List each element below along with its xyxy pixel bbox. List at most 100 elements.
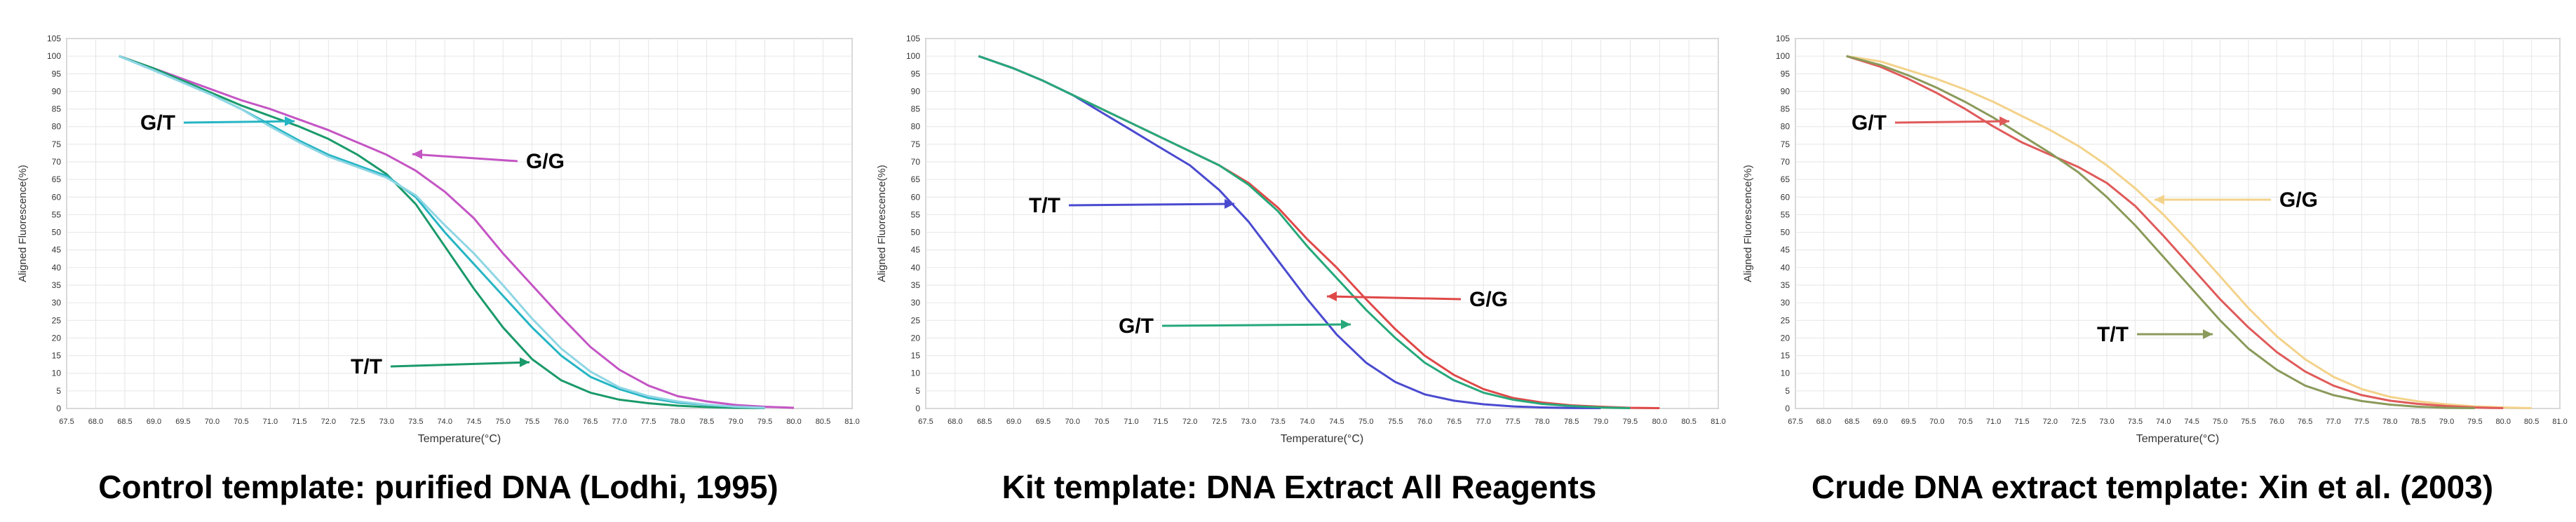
- x-tick-label: 68.0: [1816, 418, 1831, 426]
- y-tick-label: 40: [52, 263, 62, 273]
- chart-caption-2: Kit template: DNA Extract All Reagents: [1002, 469, 1597, 505]
- x-tick-label: 73.5: [408, 418, 423, 426]
- x-tick-label: 70.0: [1065, 418, 1080, 426]
- annotation-label: T/T: [1029, 194, 1060, 217]
- y-tick-label: 90: [1781, 86, 1791, 96]
- x-tick-label: 73.5: [2128, 418, 2143, 426]
- annotation-arrow-head: [285, 116, 295, 126]
- x-tick-label: 71.0: [1124, 418, 1138, 426]
- x-tick-label: 76.5: [583, 418, 598, 426]
- annotation-arrow-head: [1225, 199, 1234, 209]
- y-tick-label: 80: [1781, 122, 1791, 132]
- y-tick-label: 10: [52, 369, 62, 378]
- y-tick-label: 25: [52, 315, 62, 325]
- annotation-arrow-line: [412, 153, 518, 163]
- chart-caption-3: Crude DNA extract template: Xin et al. (…: [1811, 469, 2494, 505]
- y-tick-label: 90: [911, 86, 921, 96]
- y-tick-label: 95: [52, 69, 62, 78]
- y-tick-label: 80: [52, 122, 62, 132]
- x-tick-label: 69.5: [175, 418, 190, 426]
- y-tick-label: 45: [1781, 245, 1791, 255]
- chart-svg-3: 0 5 10 15 20 25 30 35 40 45 50 55 60 65 70 75 80 85 90 95 10…: [1742, 34, 2568, 445]
- chart-panel-3: 0 5 10 15 20 25 30 35 40 45 50 55 60 65 70 75 80 85 90 95 10…: [1736, 11, 2570, 459]
- series-line-g-g: [1846, 55, 2532, 409]
- annotation-arrow-line: [1068, 202, 1235, 207]
- y-tick-label: 35: [911, 280, 921, 290]
- y-tick-label: 25: [1781, 315, 1791, 325]
- y-tick-label: 85: [911, 104, 921, 114]
- x-tick-label: 72.5: [1212, 418, 1227, 426]
- x-tick-label: 77.5: [641, 418, 656, 426]
- series-line-t-t: [119, 55, 765, 409]
- y-tick-label: 65: [911, 174, 921, 184]
- series-line-t-t: [1846, 55, 2475, 409]
- y-tick-label: 70: [911, 157, 921, 167]
- y-tick-label: 55: [52, 210, 62, 219]
- y-tick-label: 30: [911, 298, 921, 308]
- x-tick-label: 80.5: [816, 418, 830, 426]
- y-tick-label: 35: [52, 280, 62, 290]
- y-axis-label: Aligned Fluorescence(%): [1742, 165, 1754, 282]
- x-tick-label: 75.5: [2241, 418, 2255, 426]
- y-tick-label: 50: [52, 228, 62, 238]
- y-tick-label: 5: [915, 386, 920, 396]
- x-tick-label: 74.0: [438, 418, 452, 426]
- x-tick-label: 78.5: [2410, 418, 2425, 426]
- y-tick-label: 30: [1781, 298, 1791, 308]
- x-tick-label: 74.5: [2184, 418, 2199, 426]
- y-tick-label: 100: [1776, 51, 1790, 61]
- x-tick-label: 69.0: [1006, 418, 1021, 426]
- y-tick-label: 55: [911, 210, 921, 219]
- x-tick-label: 67.5: [918, 418, 933, 426]
- x-axis-label: Temperature(°C): [2136, 433, 2219, 445]
- y-tick-label: 15: [911, 351, 921, 361]
- x-tick-label: 81.0: [844, 418, 859, 426]
- y-tick-label: 0: [915, 404, 920, 413]
- annotation-arrow-head: [2154, 195, 2164, 205]
- chart-panel-1: 0 5 10 15 20 25 30 35 40 45 50 55 60 65 70 75 80 85 90 95 10…: [11, 11, 863, 459]
- y-tick-label: 80: [911, 122, 921, 132]
- x-axis-label: Temperature(°C): [1281, 433, 1363, 445]
- plot-area: [925, 38, 1719, 409]
- y-tick-label: 90: [52, 86, 62, 96]
- annotation-label: G/G: [526, 150, 565, 173]
- x-tick-label: 77.0: [612, 418, 626, 426]
- x-tick-label: 78.5: [699, 418, 714, 426]
- y-tick-label: 10: [911, 369, 921, 378]
- x-tick-label: 68.0: [948, 418, 962, 426]
- y-tick-label: 0: [56, 404, 61, 413]
- x-tick-label: 68.5: [977, 418, 992, 426]
- x-tick-label: 77.5: [1505, 418, 1520, 426]
- annotation-label: T/T: [2097, 323, 2129, 346]
- y-axis-label: Aligned Fluorescence(%): [876, 165, 888, 282]
- annotation-label: T/T: [351, 355, 382, 378]
- y-tick-label: 75: [911, 139, 921, 149]
- x-axis-label: Temperature(°C): [418, 433, 501, 445]
- x-tick-label: 68.5: [117, 418, 132, 426]
- annotation-arrow-head: [412, 149, 422, 159]
- series-line-g-t: [1846, 55, 2504, 409]
- x-tick-label: 67.5: [1788, 418, 1802, 426]
- x-tick-label: 74.5: [466, 418, 481, 426]
- x-tick-label: 72.0: [321, 418, 336, 426]
- x-tick-label: 70.5: [1958, 418, 1973, 426]
- y-tick-label: 60: [911, 192, 921, 202]
- y-tick-label: 75: [52, 139, 62, 149]
- annotation-arrow-line: [1326, 295, 1462, 301]
- x-tick-label: 75.5: [525, 418, 539, 426]
- y-tick-label: 25: [911, 315, 921, 325]
- series-line-g-g: [119, 55, 795, 409]
- x-tick-label: 77.5: [2354, 418, 2369, 426]
- x-tick-label: 69.5: [1901, 418, 1916, 426]
- x-tick-label: 76.0: [1417, 418, 1432, 426]
- x-tick-label: 67.5: [59, 418, 74, 426]
- x-tick-label: 76.0: [2270, 418, 2284, 426]
- y-tick-label: 45: [911, 245, 921, 255]
- x-tick-label: 81.0: [2552, 418, 2567, 426]
- x-tick-label: 78.0: [670, 418, 685, 426]
- x-tick-label: 70.0: [1929, 418, 1944, 426]
- x-tick-label: 79.5: [757, 418, 772, 426]
- x-tick-label: 73.0: [2099, 418, 2114, 426]
- x-tick-label: 72.5: [2071, 418, 2086, 426]
- x-tick-label: 81.0: [1711, 418, 1725, 426]
